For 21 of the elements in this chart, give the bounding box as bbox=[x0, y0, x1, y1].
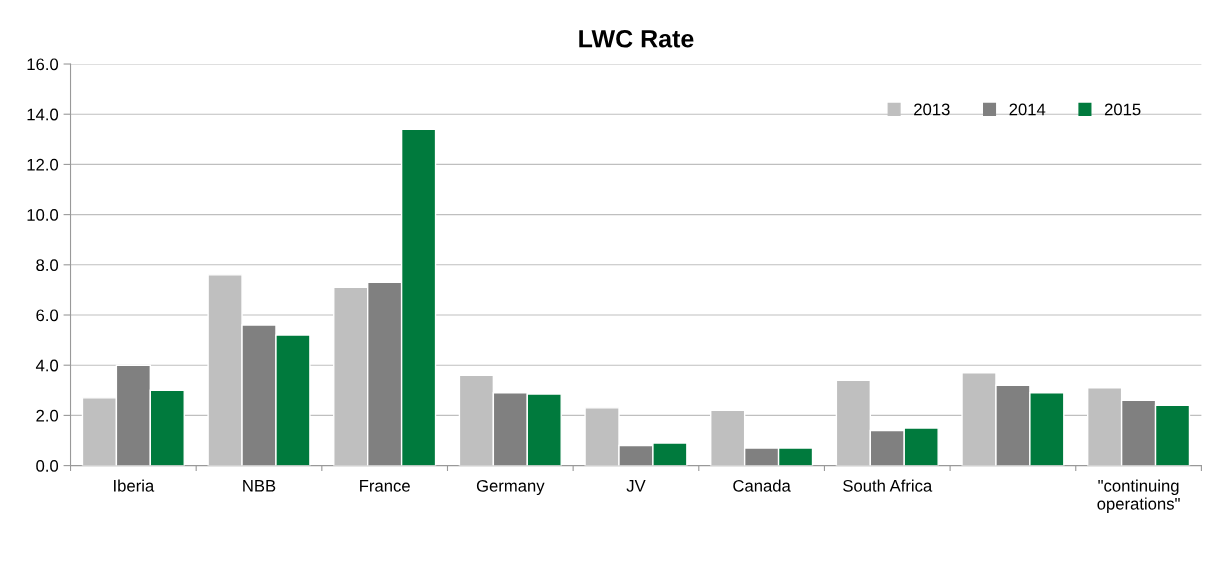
y-tick-label: 10.0 bbox=[27, 209, 59, 221]
x-tick-label: NBB bbox=[243, 480, 276, 492]
legend-label: 2014 bbox=[1009, 103, 1046, 116]
y-tick-label: 8.0 bbox=[36, 259, 59, 272]
x-tick-label: Canada bbox=[733, 479, 791, 492]
y-tick-label: 0.0 bbox=[36, 460, 59, 472]
x-tick-label: "continuing operations" bbox=[1097, 479, 1180, 513]
y-tick-label: 14.0 bbox=[27, 108, 59, 121]
chart-title: LWC Rate bbox=[579, 29, 694, 48]
x-tick-label: France bbox=[360, 480, 410, 492]
x-tick-label: Germany bbox=[476, 479, 545, 496]
legend-label: 2015 bbox=[1104, 103, 1141, 116]
x-tick-label: Iberia bbox=[114, 479, 155, 492]
y-tick-label: 4.0 bbox=[35, 359, 59, 372]
legend-label: 2013 bbox=[914, 103, 950, 116]
y-tick-label: 12.0 bbox=[27, 158, 59, 171]
y-tick-label: 6.0 bbox=[36, 309, 59, 322]
x-tick-label: JV bbox=[626, 480, 646, 492]
y-tick-label: 2.0 bbox=[36, 409, 59, 422]
y-tick-label: 16.0 bbox=[27, 58, 59, 71]
x-tick-label: South Africa bbox=[843, 479, 933, 492]
